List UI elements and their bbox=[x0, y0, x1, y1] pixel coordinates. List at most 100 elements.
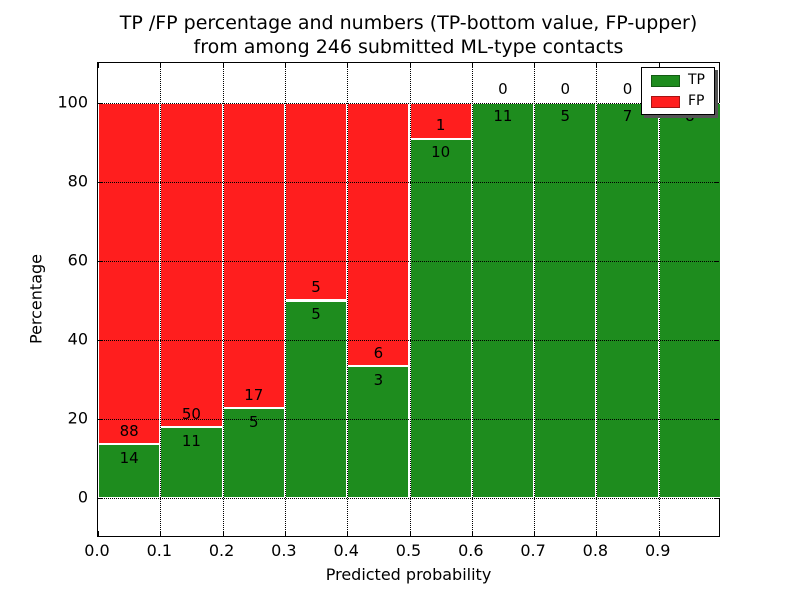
x-tick-mark bbox=[409, 531, 411, 536]
y-tick-mark-right bbox=[714, 340, 719, 342]
x-tick-mark bbox=[284, 531, 286, 536]
grid-line-vertical bbox=[284, 63, 286, 536]
bar-label-tp: 14 bbox=[119, 448, 139, 467]
y-tick-mark bbox=[98, 260, 103, 262]
y-tick-label: 40 bbox=[67, 329, 88, 349]
x-tick-mark bbox=[534, 531, 536, 536]
y-tick-label: 20 bbox=[67, 408, 88, 428]
x-tick-mark bbox=[160, 531, 162, 536]
legend: TP FP bbox=[641, 67, 715, 115]
grid-line-horizontal bbox=[98, 419, 719, 421]
x-tick-label: 0.6 bbox=[458, 541, 484, 560]
bar-label-fp: 88 bbox=[119, 421, 139, 440]
grid-line-vertical bbox=[534, 63, 536, 536]
x-tick-label: 0.0 bbox=[84, 541, 110, 560]
bar-segment-tp bbox=[471, 102, 535, 499]
bar-segment-tp bbox=[98, 444, 161, 499]
grid-line-horizontal bbox=[98, 181, 719, 183]
bar-segment-tp bbox=[160, 427, 223, 499]
bar-segment-tp bbox=[596, 102, 659, 499]
x-tick-label: 0.8 bbox=[582, 541, 609, 560]
x-tick-label: 0.9 bbox=[644, 541, 671, 560]
x-tick-mark-top bbox=[98, 63, 99, 68]
x-tick-label: 0.2 bbox=[208, 541, 235, 560]
bar-label-fp: 17 bbox=[244, 385, 264, 404]
bar-label-tp: 8 bbox=[685, 107, 695, 126]
y-tick-label: 0 bbox=[77, 487, 88, 507]
bar-segment-tp bbox=[534, 102, 597, 499]
legend-swatch-fp bbox=[651, 95, 680, 108]
y-tick-mark bbox=[98, 340, 103, 342]
bar-label-tp: 5 bbox=[560, 107, 571, 126]
y-tick-mark bbox=[98, 419, 103, 421]
x-tick-mark-top bbox=[222, 63, 224, 68]
bar-label-fp: 5 bbox=[311, 278, 321, 296]
x-tick-mark-top bbox=[160, 63, 162, 68]
x-axis-label: Predicted probability bbox=[325, 565, 492, 584]
bar-segment-tp bbox=[347, 366, 410, 499]
x-tick-label: 0.1 bbox=[146, 541, 173, 560]
chart-title: TP /FP percentage and numbers (TP-bottom… bbox=[97, 11, 720, 59]
bar-label-tp: 11 bbox=[493, 107, 513, 126]
y-tick-label: 60 bbox=[67, 250, 88, 270]
grid-line-horizontal bbox=[98, 498, 719, 500]
grid-line-horizontal bbox=[98, 102, 719, 104]
bar-label-tp: 7 bbox=[622, 107, 633, 126]
x-tick-mark bbox=[98, 531, 99, 536]
y-tick-mark bbox=[98, 181, 103, 183]
bar-label-fp: 1 bbox=[435, 116, 446, 135]
bar-segment-tp bbox=[409, 138, 472, 499]
x-tick-mark bbox=[596, 531, 598, 536]
chart-title-line2: from among 246 submitted ML-type contact… bbox=[193, 36, 624, 58]
bar-label-fp: 50 bbox=[181, 404, 201, 423]
legend-item: TP bbox=[651, 73, 705, 88]
grid-line-vertical bbox=[596, 63, 598, 536]
y-tick-mark-right bbox=[714, 102, 719, 104]
x-tick-label: 0.5 bbox=[395, 541, 422, 560]
y-tick-mark-right bbox=[714, 419, 719, 421]
x-tick-mark bbox=[347, 531, 349, 536]
bar-label-fp: 0 bbox=[560, 80, 571, 99]
legend-item: FP bbox=[651, 94, 705, 109]
y-tick-mark bbox=[98, 498, 103, 500]
x-tick-mark-top bbox=[347, 63, 349, 68]
x-tick-mark bbox=[658, 531, 660, 536]
bar-segment-tp bbox=[658, 102, 721, 499]
y-tick-mark-right bbox=[714, 181, 719, 183]
bar-segment-fp bbox=[98, 102, 161, 445]
x-tick-mark bbox=[471, 531, 473, 536]
grid-line-vertical bbox=[347, 63, 349, 536]
grid-line-vertical bbox=[409, 63, 411, 536]
bar-label-tp: 5 bbox=[311, 305, 321, 323]
y-tick-mark bbox=[98, 102, 103, 104]
x-tick-mark-top bbox=[409, 63, 411, 68]
x-tick-mark-top bbox=[658, 63, 660, 68]
x-tick-mark-top bbox=[596, 63, 598, 68]
bar-segment-fp bbox=[347, 102, 410, 367]
bar-label-fp: 0 bbox=[498, 80, 508, 99]
grid-line-vertical bbox=[160, 63, 162, 536]
grid-line-vertical bbox=[222, 63, 224, 536]
x-tick-label: 0.3 bbox=[271, 541, 297, 560]
x-tick-mark-top bbox=[534, 63, 536, 68]
legend-swatch-tp bbox=[651, 74, 680, 87]
bar-segment-fp bbox=[160, 102, 223, 428]
bar-label-fp: 6 bbox=[373, 343, 384, 362]
y-tick-label: 80 bbox=[67, 171, 88, 191]
x-tick-mark-top bbox=[284, 63, 286, 68]
legend-label-fp: FP bbox=[688, 93, 705, 109]
x-tick-mark-top bbox=[471, 63, 473, 68]
bar-label-tp: 11 bbox=[181, 431, 201, 450]
bar-segment-fp bbox=[284, 102, 348, 301]
grid-line-horizontal bbox=[98, 340, 719, 342]
y-tick-mark-right bbox=[714, 498, 719, 500]
legend-label-tp: TP bbox=[688, 72, 705, 88]
y-tick-label: 100 bbox=[57, 92, 88, 112]
bar-label-tp: 5 bbox=[248, 412, 259, 431]
chart-title-line1: TP /FP percentage and numbers (TP-bottom… bbox=[119, 12, 698, 34]
x-tick-label: 0.7 bbox=[520, 541, 546, 560]
x-tick-label: 0.4 bbox=[333, 541, 359, 560]
bar-segment-tp bbox=[284, 300, 348, 499]
